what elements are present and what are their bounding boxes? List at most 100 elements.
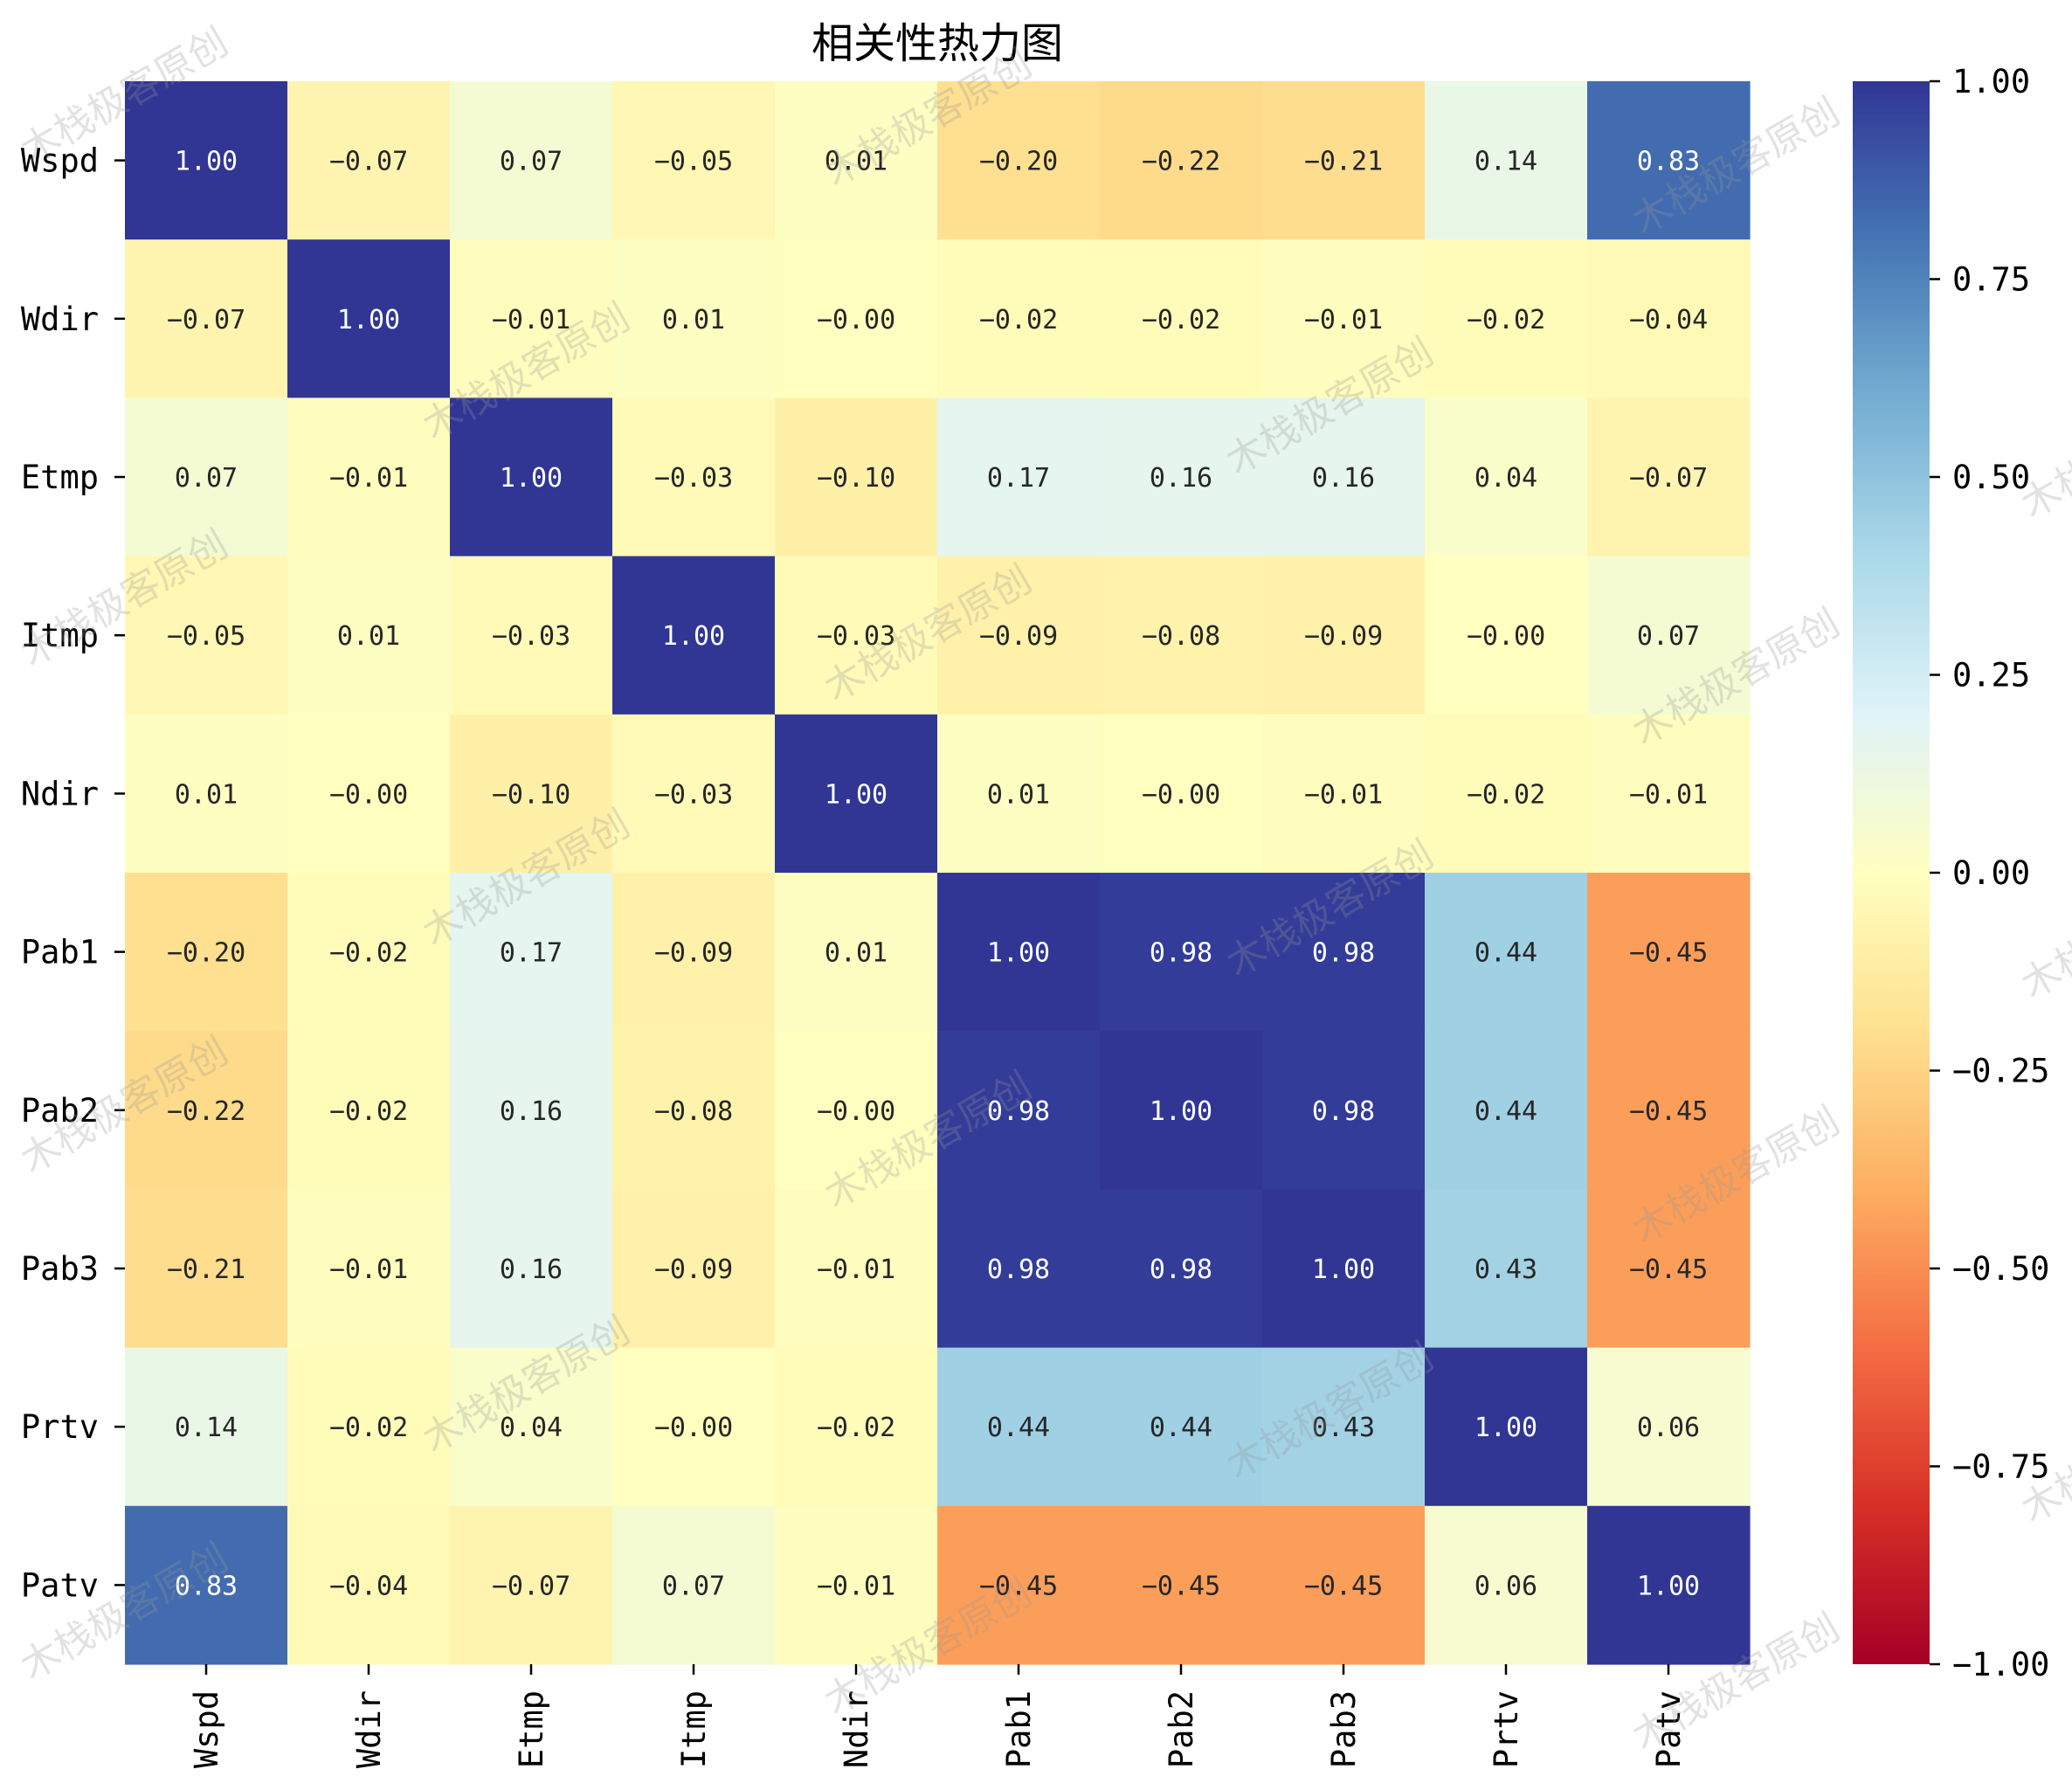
heatmap-cell xyxy=(612,397,776,557)
heatmap-cell xyxy=(450,81,613,240)
x-tick-label: Etmp xyxy=(513,1690,550,1768)
heatmap-cell xyxy=(1587,556,1751,715)
cell-value-label: −0.01 xyxy=(1629,779,1708,810)
heatmap-cell xyxy=(1262,1347,1426,1507)
heatmap-cell xyxy=(937,556,1101,715)
x-tick-label: Pab2 xyxy=(1163,1690,1200,1768)
cell-value-label: 0.01 xyxy=(337,621,400,652)
heatmap-cell xyxy=(287,1347,451,1507)
y-tick-label: Patv xyxy=(21,1566,99,1604)
heatmap-cell xyxy=(612,1347,776,1507)
y-tick-label: Wdir xyxy=(21,301,99,338)
heatmap-cell xyxy=(287,81,451,240)
cell-value-label: −0.03 xyxy=(492,621,570,652)
heatmap-cell xyxy=(612,1031,776,1190)
y-tick-label: Etmp xyxy=(21,459,99,496)
heatmap-cell xyxy=(1425,1189,1588,1349)
cell-value-label: −0.01 xyxy=(329,1254,408,1285)
cell-value-label: 1.00 xyxy=(1637,1571,1700,1601)
heatmap-cell xyxy=(775,239,938,398)
y-axis: Wspd Wdir Etmp Itmp Ndir Pab1 Pab2 Pab3 Prtv Patv xyxy=(21,142,125,1604)
colorbar-tick-label: −0.50 xyxy=(1952,1250,2049,1288)
heatmap-cell xyxy=(775,873,938,1032)
cell-value-label: −0.00 xyxy=(329,779,408,810)
x-tick-label: Patv xyxy=(1650,1690,1688,1768)
cell-value-label: −0.45 xyxy=(1629,1254,1708,1285)
heatmap-cell xyxy=(612,81,776,240)
heatmap-cell xyxy=(450,239,613,398)
heatmap-cell xyxy=(775,1189,938,1349)
heatmap-cell xyxy=(1262,397,1426,557)
heatmap-cell xyxy=(450,397,613,557)
cell-value-label: 0.06 xyxy=(1637,1413,1700,1443)
cell-value-label: −0.45 xyxy=(979,1571,1058,1601)
cell-value-label: 0.01 xyxy=(987,779,1050,810)
cell-value-label: 0.44 xyxy=(1150,1413,1212,1443)
cell-value-label: 0.44 xyxy=(987,1413,1050,1443)
cell-value-label: 1.00 xyxy=(987,938,1050,969)
cell-value-label: 1.00 xyxy=(825,779,888,810)
cell-value-label: 0.04 xyxy=(500,1413,563,1443)
cell-value-label: −0.22 xyxy=(167,1096,245,1127)
cell-value-label: −0.20 xyxy=(167,938,245,969)
cell-value-label: −0.09 xyxy=(654,938,733,969)
cell-value-label: −0.07 xyxy=(492,1571,570,1601)
cell-value-label: −0.04 xyxy=(329,1571,408,1601)
x-tick-label: Ndir xyxy=(838,1690,875,1768)
heatmap-cell xyxy=(775,1031,938,1190)
cell-value-label: −0.07 xyxy=(167,305,245,335)
heatmap-cell xyxy=(775,556,938,715)
colorbar-tick-label: 0.00 xyxy=(1952,854,2030,892)
heatmap-cell xyxy=(1587,1031,1751,1190)
x-tick-label: Wspd xyxy=(188,1690,225,1768)
heatmap-cell xyxy=(1587,873,1751,1032)
heatmap-cell xyxy=(612,556,776,715)
heatmap-cell xyxy=(775,714,938,874)
cell-value-label: 0.43 xyxy=(1312,1413,1375,1443)
heatmap-cell xyxy=(937,81,1101,240)
heatmap-cell xyxy=(1262,714,1426,874)
colorbar: 1.00 0.75 0.50 0.25 0.00 −0.25 −0.50 −0.75 −1.00 xyxy=(1853,63,2049,1683)
cell-value-label: −0.03 xyxy=(654,463,733,494)
heatmap-cell xyxy=(1425,81,1588,240)
heatmap-cell xyxy=(287,1031,451,1190)
colorbar-tick-label: −1.00 xyxy=(1952,1646,2049,1683)
cell-value-label: 0.16 xyxy=(1150,463,1212,494)
heatmap-cell xyxy=(937,873,1101,1032)
x-tick-label: Itmp xyxy=(675,1690,713,1768)
heatmap-cell xyxy=(937,397,1101,557)
cell-value-label: 0.83 xyxy=(175,1571,238,1601)
heatmap-cell xyxy=(125,1347,288,1507)
x-tick-label: Wdir xyxy=(350,1690,388,1768)
cell-value-label: −0.05 xyxy=(167,621,245,652)
heatmap-cell xyxy=(937,1347,1101,1507)
heatmap-cell xyxy=(1100,556,1263,715)
heatmap-cell xyxy=(1262,239,1426,398)
heatmap-cell xyxy=(1262,1031,1426,1190)
heatmap-cell xyxy=(1262,1505,1426,1665)
heatmap-cell xyxy=(1425,239,1588,398)
heatmap-cell xyxy=(1587,397,1751,557)
heatmap-cell xyxy=(612,714,776,874)
cell-value-label: −0.03 xyxy=(654,779,733,810)
cell-value-label: 0.17 xyxy=(500,938,563,969)
cell-value-label: 0.07 xyxy=(175,463,238,494)
heatmap-cell xyxy=(450,714,613,874)
heatmap-cell xyxy=(1100,1031,1263,1190)
cell-value-label: −0.07 xyxy=(1629,463,1708,494)
cell-value-label: 0.98 xyxy=(1150,1254,1212,1285)
heatmap-cell xyxy=(287,1189,451,1349)
cell-value-label: 0.16 xyxy=(500,1096,563,1127)
heatmap-cell xyxy=(125,81,288,240)
cell-value-label: −0.02 xyxy=(329,1096,408,1127)
cell-value-label: −0.45 xyxy=(1304,1571,1383,1601)
heatmap-cell xyxy=(1425,873,1588,1032)
heatmap-cell xyxy=(125,397,288,557)
cell-value-label: −0.20 xyxy=(979,147,1058,177)
heatmap-cell xyxy=(1587,714,1751,874)
y-tick-label: Itmp xyxy=(21,617,99,654)
heatmap-cell xyxy=(1100,397,1263,557)
cell-value-label: −0.02 xyxy=(979,305,1058,335)
heatmap-cell xyxy=(1425,1031,1588,1190)
cell-value-label: 0.06 xyxy=(1475,1571,1537,1601)
